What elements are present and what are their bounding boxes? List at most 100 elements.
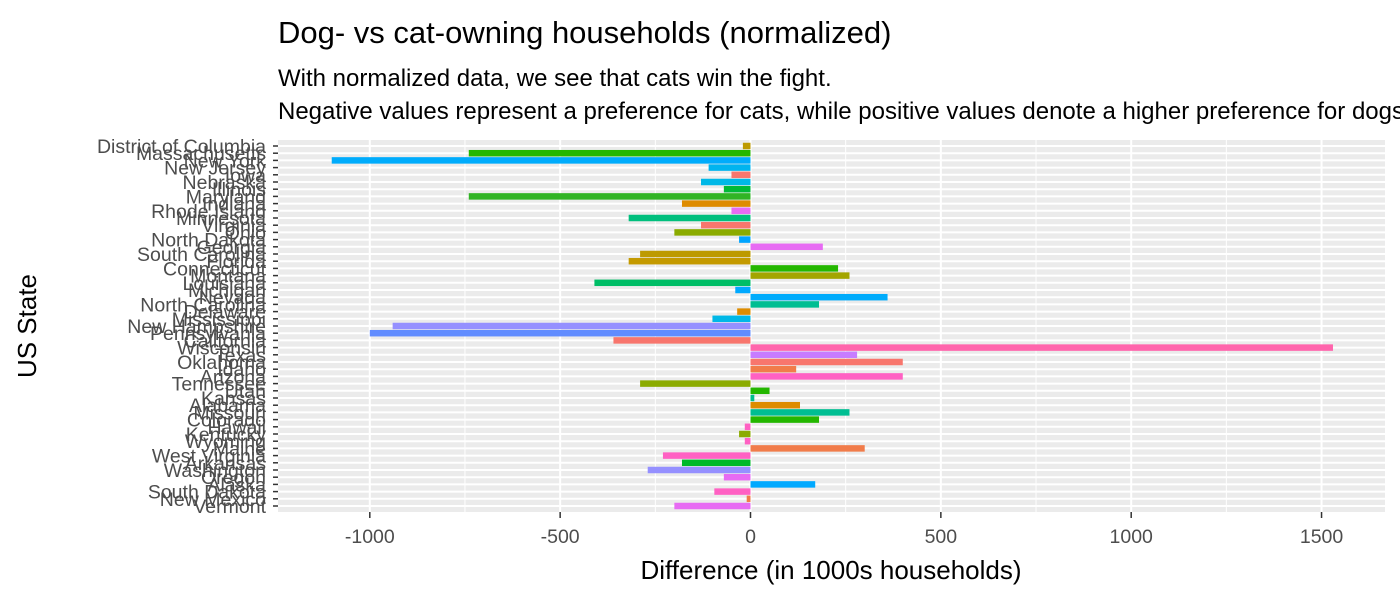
bar-massachusetts bbox=[468, 149, 751, 157]
bar-georgia bbox=[750, 243, 823, 251]
y-tick-label: North Carolina bbox=[140, 294, 266, 316]
y-tick-label: Kentucky bbox=[186, 424, 266, 446]
y-tick-label: Colorado bbox=[187, 410, 266, 432]
bar-arkansas bbox=[681, 459, 751, 467]
bar-nevada bbox=[750, 293, 888, 301]
bar-michigan bbox=[735, 286, 751, 294]
x-tick-label: -1000 bbox=[345, 526, 395, 548]
bar-maryland bbox=[468, 193, 751, 200]
y-tick-label: New Jersey bbox=[164, 158, 266, 180]
y-tick-label: District of Columbia bbox=[97, 136, 266, 158]
bar-wisconsin bbox=[750, 344, 1333, 351]
y-tick-label: Massachusetts bbox=[136, 143, 266, 165]
bar-washington bbox=[647, 466, 751, 474]
bar-alaska bbox=[750, 481, 816, 488]
y-tick-label: Oregon bbox=[201, 467, 266, 489]
y-tick-label: Minnesota bbox=[176, 208, 266, 230]
bar-tennessee bbox=[640, 380, 751, 387]
bar-hawaii bbox=[744, 423, 751, 431]
bar-pennsylvania bbox=[369, 329, 751, 337]
bar-district-of-columbia bbox=[742, 142, 751, 150]
bar-california bbox=[613, 337, 751, 344]
y-tick-label: Alabama bbox=[189, 395, 266, 417]
bar-kentucky bbox=[739, 430, 751, 438]
x-tick-label: 500 bbox=[925, 526, 958, 548]
bar-florida bbox=[628, 257, 751, 265]
grid-lines bbox=[278, 140, 1385, 512]
y-tick-label: Nebraska bbox=[183, 172, 267, 194]
bar-utah bbox=[750, 387, 770, 395]
y-tick-label: South Carolina bbox=[137, 244, 266, 266]
y-tick-label: Mississippi bbox=[172, 309, 266, 331]
y-tick-label: Iowa bbox=[225, 165, 266, 187]
bar-arizona bbox=[750, 373, 903, 380]
y-tick-label: Kansas bbox=[201, 388, 266, 410]
x-axis-title: Difference (in 1000s households) bbox=[640, 555, 1021, 585]
chart-title: Dog- vs cat-owning households (normalize… bbox=[278, 15, 891, 50]
bar-connecticut bbox=[750, 265, 839, 272]
bar-montana bbox=[750, 272, 850, 279]
x-tick-label: -500 bbox=[541, 526, 580, 548]
y-tick-label: West Virginia bbox=[152, 446, 266, 468]
y-tick-label: Michigan bbox=[188, 280, 266, 302]
bar-indiana bbox=[681, 200, 751, 207]
y-tick-label: New Mexico bbox=[160, 489, 266, 511]
y-tick-label: Arkansas bbox=[185, 453, 267, 475]
y-tick-label: Vermont bbox=[193, 496, 266, 518]
y-tick-label: South Dakota bbox=[148, 482, 266, 504]
bar-illinois bbox=[723, 185, 751, 193]
y-tick-label: Texas bbox=[215, 345, 266, 367]
y-tick-label: Tennessee bbox=[172, 374, 266, 396]
y-tick-label: Illinois bbox=[212, 179, 266, 201]
bar-louisiana bbox=[594, 279, 751, 287]
bar-new-jersey bbox=[708, 164, 751, 171]
bar-alabama bbox=[750, 401, 800, 409]
x-tick-label: 1000 bbox=[1110, 526, 1154, 548]
x-tick-label: 1500 bbox=[1300, 526, 1344, 548]
bar-maine bbox=[750, 445, 865, 452]
bar-mississippi bbox=[712, 315, 751, 323]
bar-rhode-island bbox=[731, 207, 751, 215]
y-axis-title: US State bbox=[12, 274, 42, 378]
y-tick-label: New York bbox=[184, 150, 267, 172]
bar-missouri bbox=[750, 409, 850, 416]
bar-west-virginia bbox=[662, 452, 751, 459]
y-tick-label: Connecticut bbox=[163, 258, 267, 280]
y-tick-label: Maine bbox=[213, 438, 266, 460]
y-tick-label: Florida bbox=[206, 251, 266, 273]
y-tick-label: Pennsylvania bbox=[150, 323, 266, 345]
bar-minnesota bbox=[628, 214, 751, 222]
y-tick-label: Wisconsin bbox=[177, 338, 266, 360]
bar-idaho bbox=[750, 365, 797, 373]
y-tick-label: Georgia bbox=[197, 237, 267, 259]
bar-wyoming bbox=[744, 437, 751, 445]
y-tick-label: Indiana bbox=[202, 194, 266, 216]
y-tick-label: Nevada bbox=[199, 287, 266, 309]
y-tick-label: North Dakota bbox=[151, 230, 266, 252]
bar-nebraska bbox=[701, 178, 751, 186]
bar-oregon bbox=[723, 473, 751, 481]
bar-colorado bbox=[750, 416, 820, 423]
bar-iowa bbox=[731, 171, 751, 179]
bar-south-carolina bbox=[640, 250, 751, 258]
chart-subtitle-line-1: With normalized data, we see that cats w… bbox=[278, 65, 832, 92]
chart-subtitle-line-2: Negative values represent a preference f… bbox=[278, 98, 1400, 125]
y-tick-label: Oklahoma bbox=[177, 352, 266, 374]
bar-ohio bbox=[674, 229, 751, 236]
y-tick-label: Ohio bbox=[225, 222, 266, 244]
bar-new-mexico bbox=[746, 495, 751, 503]
y-tick-label: Alaska bbox=[207, 474, 266, 496]
x-axis: -1000 -500 0 500 1000 1500 bbox=[345, 512, 1344, 548]
y-tick-label: Idaho bbox=[217, 359, 266, 381]
y-tick-label: Louisiana bbox=[183, 273, 267, 295]
bar-oklahoma bbox=[750, 358, 903, 366]
y-tick-label: Utah bbox=[225, 381, 266, 403]
bar-texas bbox=[750, 351, 858, 359]
y-tick-label: Maryland bbox=[186, 186, 266, 208]
bar-north-carolina bbox=[750, 301, 820, 308]
x-tick-label: 0 bbox=[745, 526, 756, 548]
y-tick-label: Virginia bbox=[201, 215, 266, 237]
bar-south-dakota bbox=[714, 488, 751, 495]
